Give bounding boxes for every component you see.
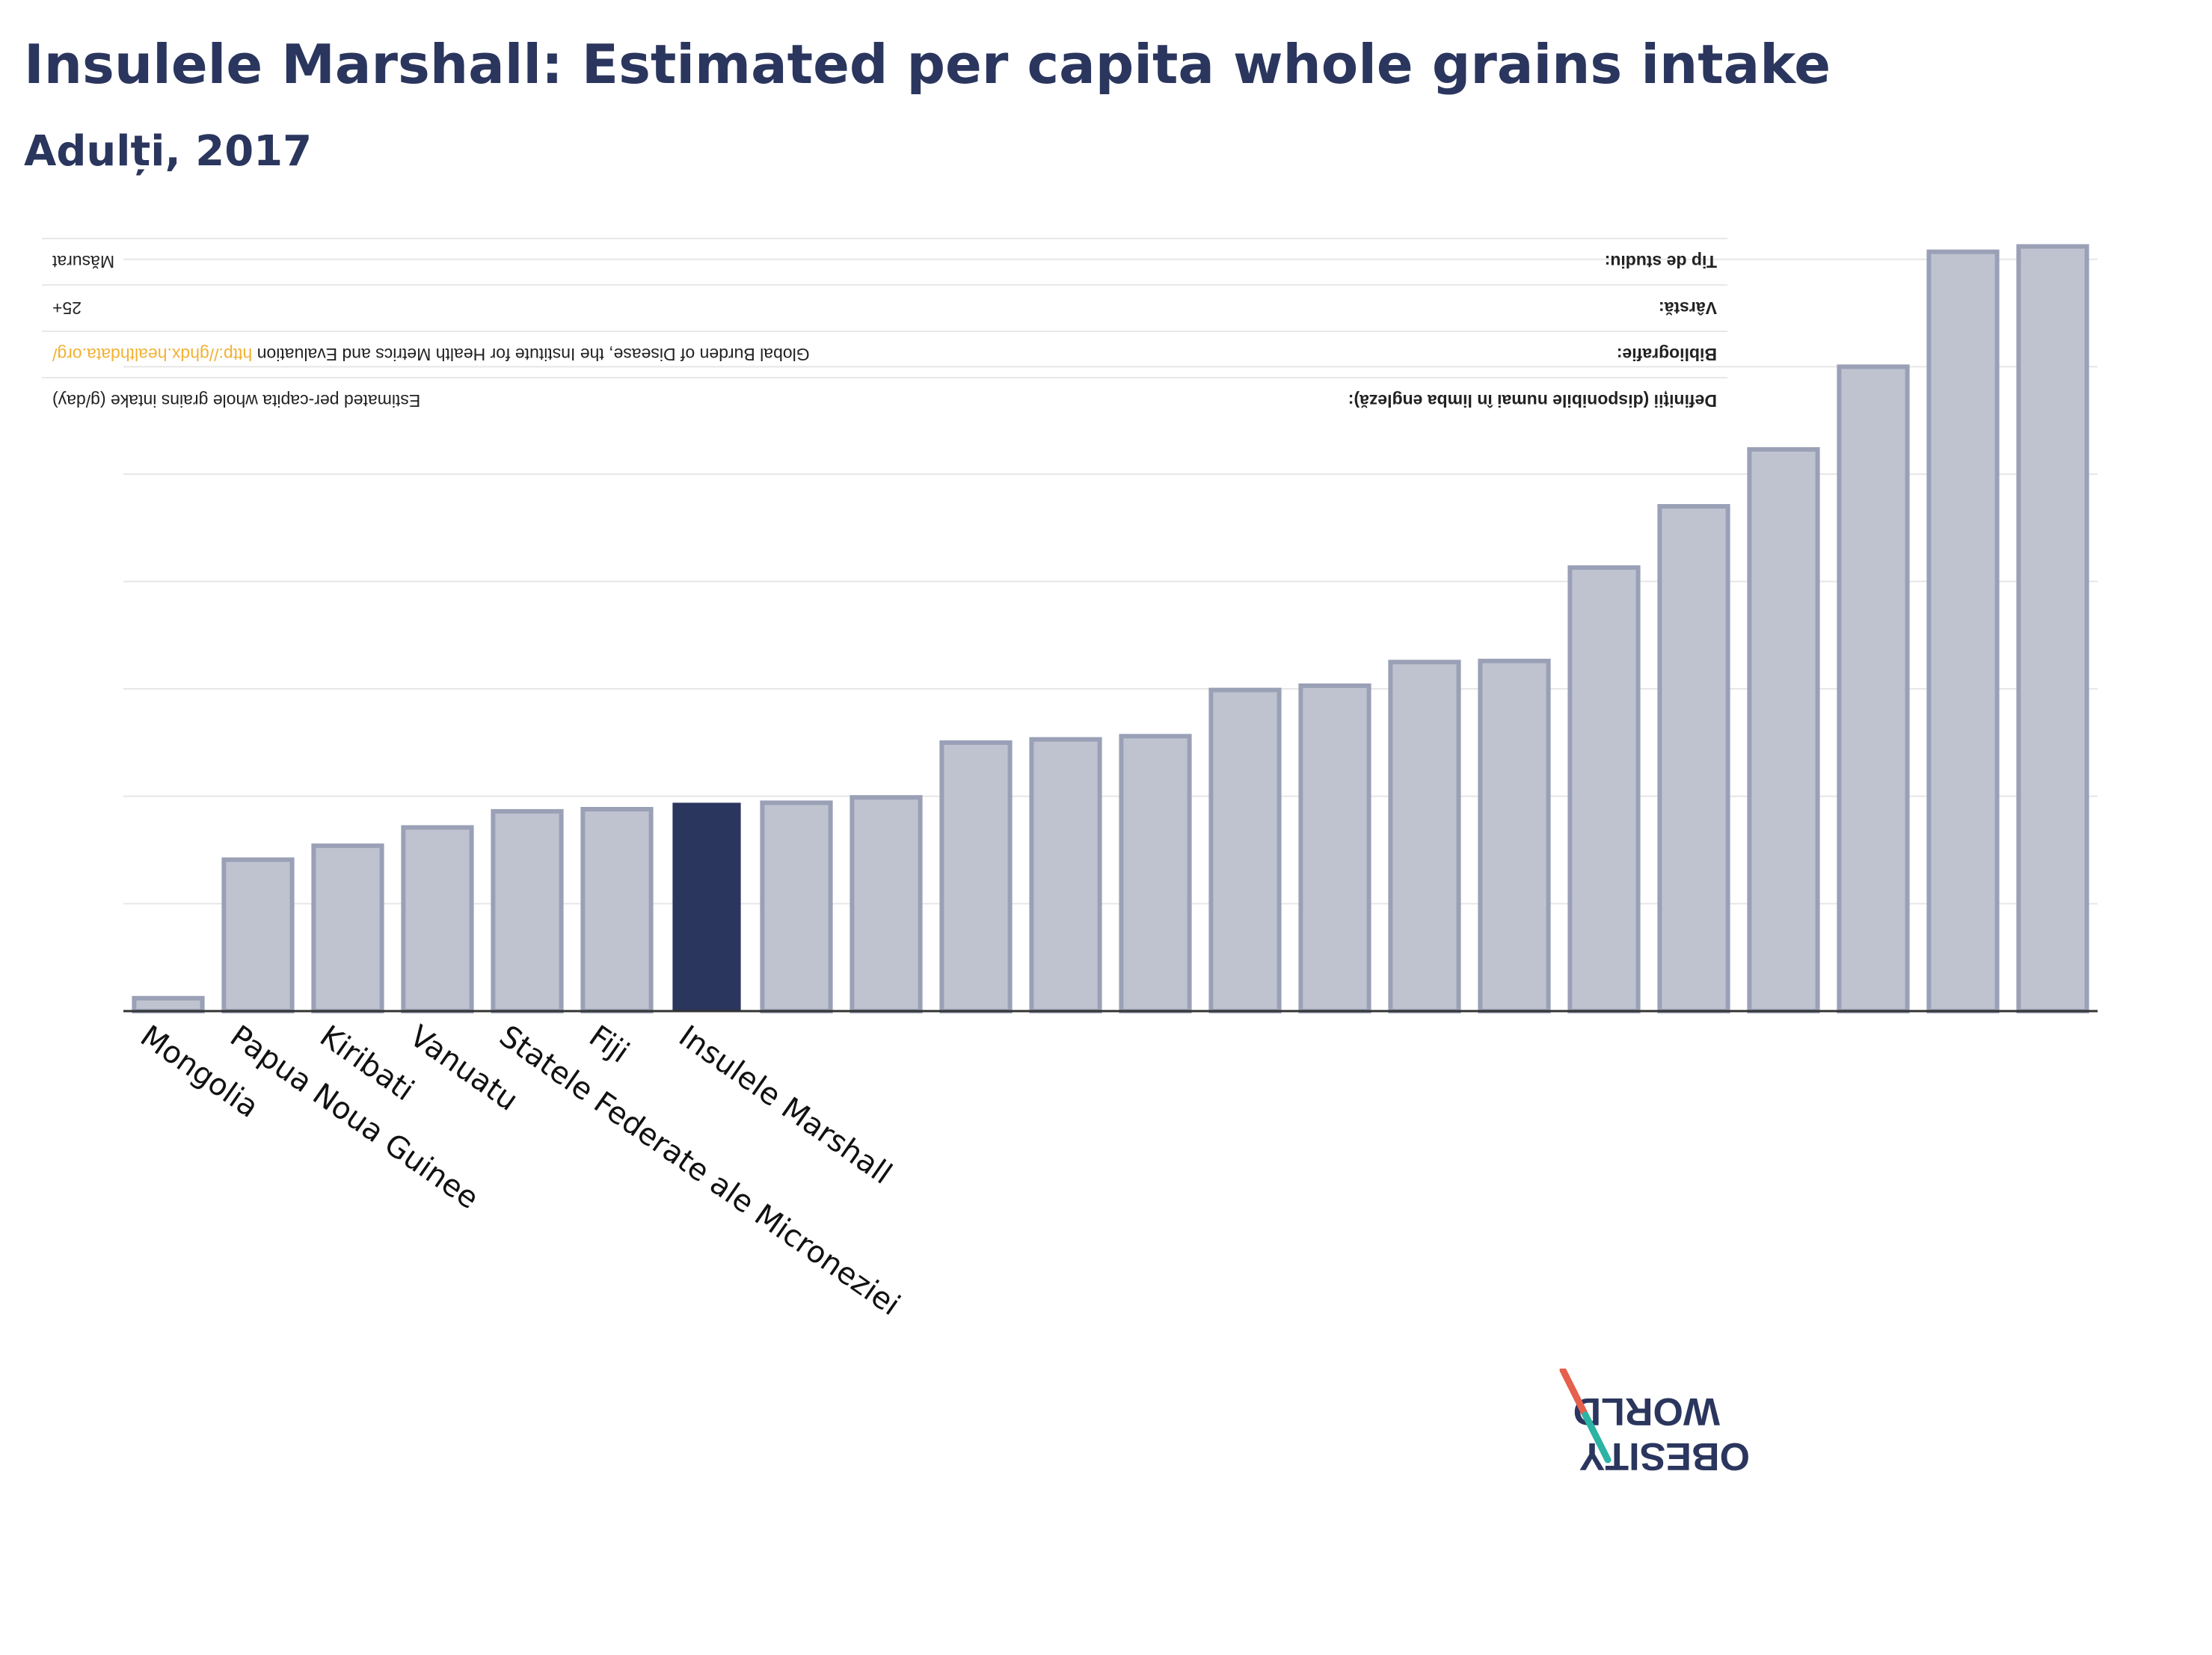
bar: [491, 808, 564, 1013]
bar: [760, 800, 833, 1013]
bar: [1029, 737, 1102, 1013]
x-tick-label: Fiji: [583, 1019, 635, 1070]
meta-value: Estimated per-capita whole grains intake…: [52, 391, 421, 411]
meta-row-definitions: Definiții (disponibile numai în limba en…: [42, 377, 1727, 423]
bar: [580, 807, 654, 1013]
bar: [1837, 364, 1910, 1014]
logo-slash-teal: [1582, 1411, 1612, 1464]
bar: [850, 795, 923, 1013]
bar: [1926, 249, 2000, 1013]
meta-value: 25+: [52, 298, 82, 319]
bar: [1119, 734, 1192, 1013]
bar: [311, 843, 384, 1013]
bar: [1298, 683, 1371, 1013]
bar: [1388, 660, 1461, 1014]
metadata-table: Definiții (disponibile numai în limba en…: [42, 238, 1727, 423]
bar: [1478, 658, 1551, 1013]
meta-key: Vârstă:: [1659, 298, 1717, 319]
bar: [939, 740, 1013, 1013]
chart-title: Insulele Marshall: Estimated per capita …: [24, 33, 1831, 96]
bar: [221, 857, 295, 1013]
meta-key: Tip de studiu:: [1604, 252, 1717, 272]
bar: [1567, 565, 1641, 1013]
logo-slash-red: [1559, 1369, 1589, 1419]
meta-key: Definiții (disponibile numai în limba en…: [1348, 391, 1717, 411]
meta-value: Măsurat: [52, 252, 115, 272]
bar: [2016, 244, 2089, 1013]
bar: [1657, 504, 1730, 1013]
bar: [401, 825, 474, 1014]
bar-highlighted: [672, 802, 741, 1011]
source-link[interactable]: http://ghdx.healthdata.org/: [52, 345, 253, 365]
meta-row-age: Vârstă: 25+: [42, 284, 1727, 331]
bar: [1747, 446, 1820, 1013]
meta-row-bibliography: Bibliografie: Global Burden of Disease, …: [42, 331, 1727, 377]
chart-subtitle: Adulți, 2017: [24, 127, 313, 176]
bars: [132, 244, 2089, 1014]
meta-row-study-type: Tip de studiu: Măsurat: [42, 238, 1727, 284]
world-obesity-logo: WORLD OBESITY: [1559, 1369, 1750, 1478]
meta-value: Global Burden of Disease, the Institute …: [52, 345, 810, 365]
logo-line1: WORLD: [1573, 1390, 1720, 1433]
bar: [132, 995, 205, 1014]
meta-key: Bibliografie:: [1616, 345, 1717, 365]
bar: [1208, 687, 1282, 1013]
meta-source-text: Global Burden of Disease, the Institute …: [256, 345, 810, 365]
